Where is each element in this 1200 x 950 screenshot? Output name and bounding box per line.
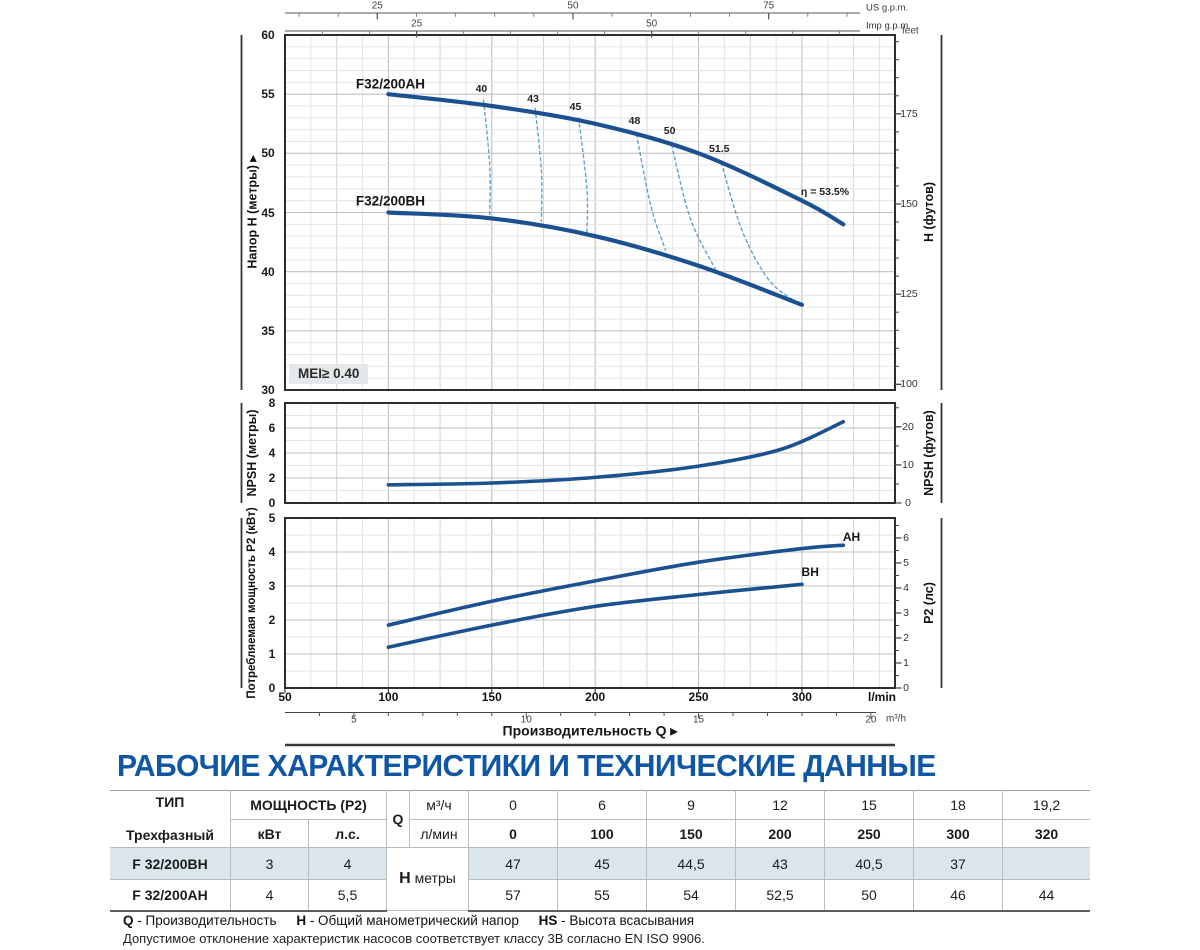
table-row: F 32/200AH 4 5,5 57 55 54 52,5 50 46 44: [110, 879, 1090, 912]
ah-hp: 5,5: [308, 879, 387, 912]
legend-desc-h: - Общий манометрический напор: [306, 913, 519, 928]
legend-term-h: H: [296, 913, 307, 928]
legend-desc-q: - Производительность: [133, 913, 277, 928]
curve-F32/200BH: [386, 210, 805, 307]
head-plot-border: [284, 34, 896, 391]
q-m3h-value: 9: [646, 789, 736, 821]
q-m3h-value: 0: [468, 789, 558, 821]
efficiency-curve-43: [534, 107, 543, 223]
q-lmin-value: 100: [557, 819, 647, 848]
col-header-power: МОЩНОСТЬ (P2): [230, 789, 387, 821]
ah-head-value: 57: [468, 879, 558, 912]
bh-head-value: 44,5: [646, 847, 736, 880]
unit-lmin: л/мин: [409, 819, 469, 848]
legend-desc-hs: - Высота всасывания: [557, 913, 695, 928]
efficiency-curve-48: [635, 133, 667, 251]
col-header-type: ТИП Трехфазный: [110, 790, 231, 848]
q-m3h-value: 6: [557, 789, 647, 821]
curve-NPSH: [386, 419, 846, 487]
efficiency-curve-50: [670, 144, 716, 270]
page-title: РАБОЧИЕ ХАРАКТЕРИСТИКИ И ТЕХНИЧЕСКИЕ ДАН…: [117, 748, 936, 783]
ah-head-value: 46: [913, 879, 1003, 912]
q-lmin-value: 150: [646, 819, 736, 848]
bh-head-value: 40,5: [824, 847, 914, 880]
table-row: кВт л.с. л/мин 0 100 150 200 250 300 320: [110, 819, 1090, 848]
p2-plot-border: [284, 517, 896, 689]
legend-term-q: Q: [123, 913, 134, 928]
q-lmin-value: 300: [913, 819, 1003, 848]
ah-head-value: 50: [824, 879, 914, 912]
ah-head-value: 55: [557, 879, 647, 912]
footer-legend: Q - Производительность H - Общий маномет…: [123, 913, 694, 928]
bh-kw: 3: [230, 847, 309, 880]
table-row: F 32/200BH 3 4 H метры 47 45 44,5 43 40,5 37: [110, 847, 1090, 911]
col-header-kw: кВт: [230, 819, 309, 848]
q-m3h-value: 19,2: [1002, 789, 1090, 821]
unit-m3h: м³/ч: [409, 789, 469, 821]
efficiency-curve-45: [577, 117, 589, 235]
efficiency-curve-51.5: [720, 162, 799, 304]
q-lmin-value: 200: [735, 819, 825, 848]
bh-hp: 4: [308, 847, 387, 880]
col-header-hp: л.с.: [308, 819, 387, 848]
ah-head-value: 52,5: [735, 879, 825, 912]
q-lmin-value: 250: [824, 819, 914, 848]
footer-note: Допустимое отклонение характеристик насо…: [123, 931, 705, 946]
legend-term-hs: HS: [538, 913, 558, 928]
pump-type-ah: F 32/200AH: [110, 879, 231, 912]
bh-head-value: 47: [468, 847, 558, 880]
curve-F32/200AH: [386, 92, 846, 227]
npsh-plot-border: [284, 402, 896, 504]
q-m3h-value: 18: [913, 789, 1003, 821]
mei-badge: MEI≥ 0.40: [289, 364, 369, 384]
pump-type-bh: F 32/200BH: [110, 847, 231, 880]
efficiency-curve-40: [482, 99, 491, 218]
q-m3h-value: 15: [824, 789, 914, 821]
curve-BH: [386, 582, 804, 649]
q-m3h-value: 12: [735, 789, 825, 821]
h-meters-header: H метры: [386, 847, 469, 911]
bh-head-value: 45: [557, 847, 647, 880]
col-header-q: Q: [386, 790, 410, 848]
bh-head-value: 43: [735, 847, 825, 880]
curve-AH: [386, 543, 846, 627]
bh-head-value: 37: [913, 847, 1003, 880]
q-lmin-value: 320: [1002, 819, 1090, 848]
q-lmin-value: 0: [468, 819, 558, 848]
bh-head-value: [1002, 847, 1090, 880]
ah-kw: 4: [230, 879, 309, 912]
ah-head-value: 44: [1002, 879, 1090, 912]
ah-head-value: 54: [646, 879, 736, 912]
